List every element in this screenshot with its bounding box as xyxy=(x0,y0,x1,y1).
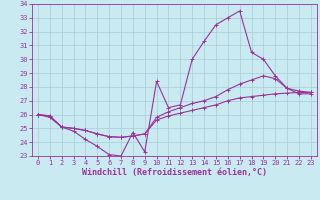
X-axis label: Windchill (Refroidissement éolien,°C): Windchill (Refroidissement éolien,°C) xyxy=(82,168,267,177)
